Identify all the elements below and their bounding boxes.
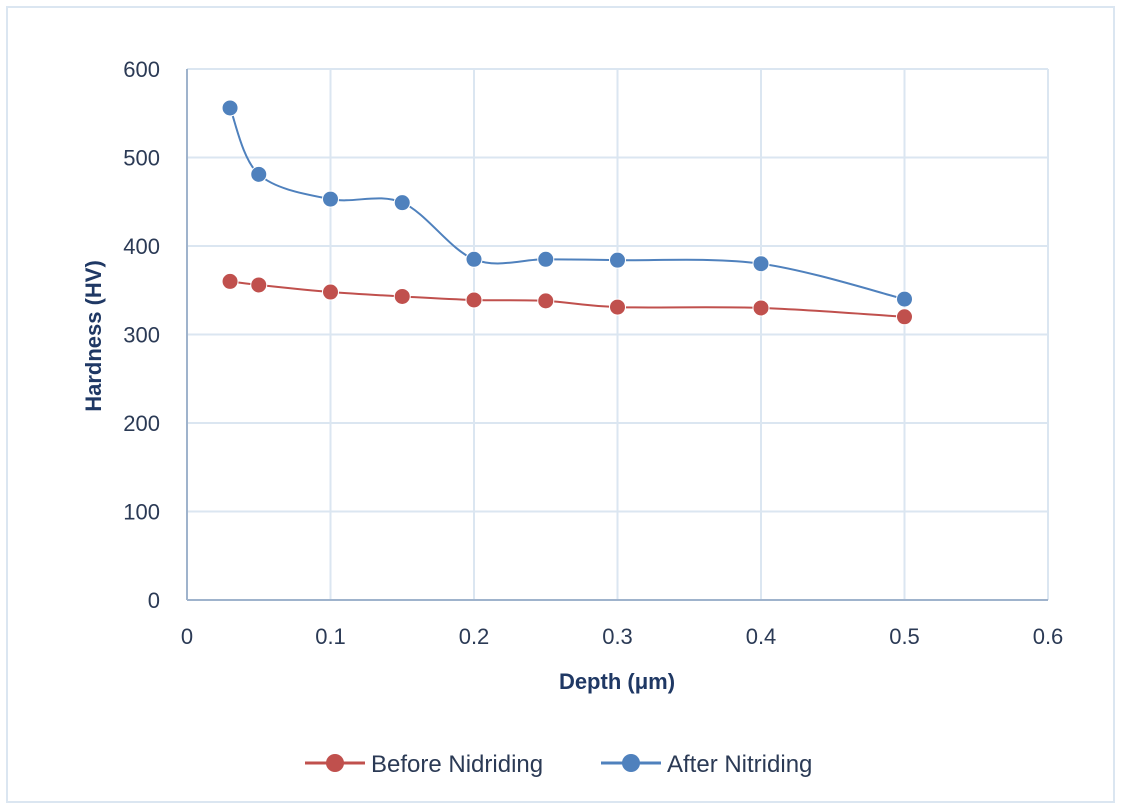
legend-item-1: After Nitriding <box>601 751 812 778</box>
y-tick-label: 200 <box>123 411 160 436</box>
x-tick-label: 0.2 <box>459 624 490 649</box>
data-point <box>221 272 239 290</box>
y-tick-label: 300 <box>123 323 160 348</box>
gridlines <box>187 68 1049 600</box>
data-point <box>896 290 913 308</box>
x-tick-label: 0.3 <box>602 624 633 649</box>
data-point <box>465 250 483 268</box>
legend-label: Before Nidriding <box>371 751 543 778</box>
data-point <box>537 250 555 268</box>
series-layer <box>221 99 913 326</box>
data-point <box>465 291 483 309</box>
data-point <box>250 165 268 183</box>
y-tick-label: 600 <box>123 57 160 82</box>
y-tick-label: 400 <box>123 234 160 259</box>
data-point <box>752 255 770 273</box>
legend: Before Nidriding After Nitriding <box>305 751 812 778</box>
legend-marker <box>622 754 640 772</box>
chart-frame <box>6 6 1115 803</box>
legend-label: After Nitriding <box>667 751 812 778</box>
data-point <box>609 298 626 316</box>
data-point <box>609 251 626 269</box>
data-point <box>896 308 913 326</box>
x-tick-label: 0.4 <box>746 624 777 649</box>
y-tick-label: 500 <box>123 146 160 171</box>
series-1 <box>221 99 913 308</box>
data-point <box>322 190 339 208</box>
data-point <box>322 283 339 301</box>
data-point <box>752 299 770 317</box>
x-tick-label: 0.1 <box>315 624 346 649</box>
x-axis-title: Depth (μm) <box>559 669 675 694</box>
x-tick-label: 0.5 <box>889 624 920 649</box>
data-point <box>537 292 555 310</box>
series-0 <box>221 272 913 326</box>
y-axis-title: Hardness (HV) <box>81 260 106 412</box>
legend-item-0: Before Nidriding <box>305 751 543 778</box>
y-tick-label: 0 <box>148 588 160 613</box>
y-tick-label: 100 <box>123 500 160 525</box>
data-point <box>393 287 411 305</box>
x-tick-label: 0 <box>181 624 193 649</box>
data-point <box>250 276 268 294</box>
data-point <box>221 99 239 117</box>
x-tick-labels: 0 0.1 0.2 0.3 0.4 0.5 0.6 <box>181 624 1063 649</box>
y-tick-labels: 0 100 200 300 400 500 600 <box>123 57 160 613</box>
x-tick-label: 0.6 <box>1033 624 1064 649</box>
axes <box>186 69 1048 601</box>
data-point <box>393 194 411 212</box>
legend-marker <box>326 754 344 772</box>
